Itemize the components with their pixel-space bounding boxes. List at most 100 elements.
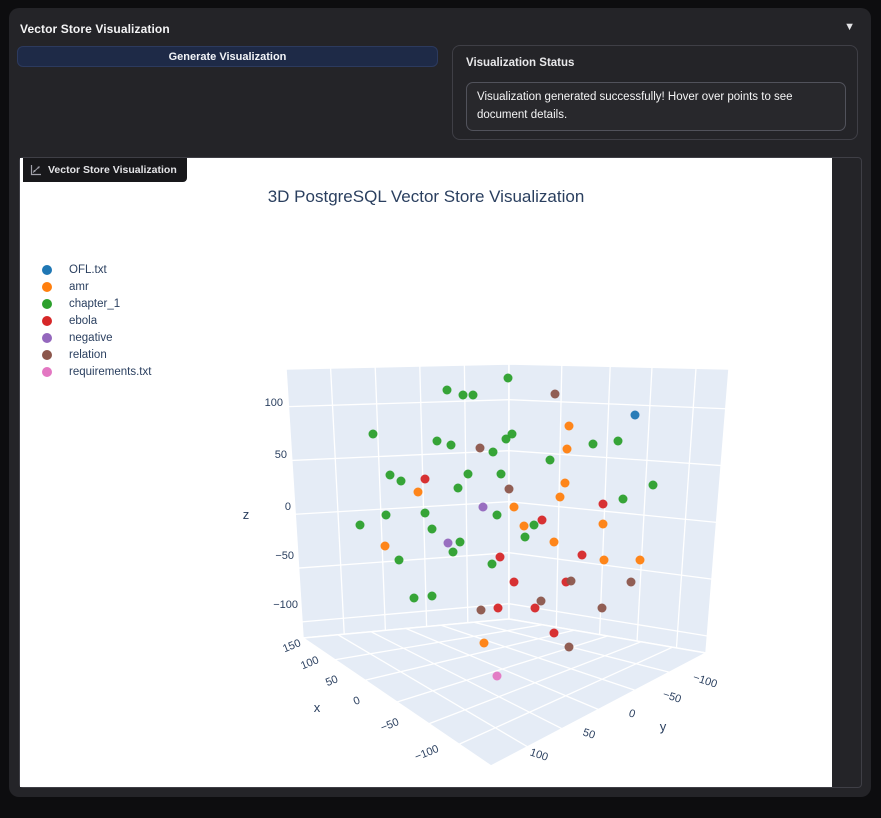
marker-amr[interactable] [599, 555, 609, 565]
legend-item-chapter_1[interactable]: chapter_1 [42, 295, 151, 312]
marker-chapter_1[interactable] [492, 510, 502, 520]
marker-relation[interactable] [475, 443, 485, 453]
marker-relation[interactable] [550, 389, 560, 399]
marker-relation[interactable] [476, 605, 486, 615]
marker-ebola[interactable] [598, 499, 608, 509]
x-tick: −50 [379, 716, 401, 734]
scatter3d-scene[interactable]: 100500−50−100z150100500−50−100x100500−50… [20, 158, 832, 787]
marker-chapter_1[interactable] [368, 429, 378, 439]
legend-marker-icon [42, 332, 52, 343]
plot-tab: Vector Store Visualization [23, 158, 187, 182]
marker-chapter_1[interactable] [520, 532, 530, 542]
marker-chapter_1[interactable] [501, 434, 511, 444]
legend-marker-icon [42, 366, 52, 377]
marker-chapter_1[interactable] [355, 520, 365, 530]
marker-chapter_1[interactable] [468, 390, 478, 400]
collapse-icon[interactable]: ▼ [844, 21, 855, 33]
legend-item-amr[interactable]: amr [42, 278, 151, 295]
legend-label: OFL.txt [69, 263, 107, 276]
legend-marker-icon [42, 264, 52, 275]
chart-title: 3D PostgreSQL Vector Store Visualization [267, 187, 585, 206]
z-axis-label: z [243, 507, 250, 522]
marker-ebola[interactable] [495, 552, 505, 562]
marker-amr[interactable] [555, 492, 565, 502]
marker-amr[interactable] [549, 537, 559, 547]
legend-item-ebola[interactable]: ebola [42, 312, 151, 329]
marker-amr[interactable] [519, 521, 529, 531]
z-tick: 0 [285, 501, 291, 513]
legend-item-OFL.txt[interactable]: OFL.txt [42, 261, 151, 278]
x-tick: 0 [352, 695, 362, 708]
marker-relation[interactable] [566, 576, 576, 586]
marker-chapter_1[interactable] [427, 591, 437, 601]
marker-amr[interactable] [413, 487, 423, 497]
legend-label: requirements.txt [69, 365, 152, 378]
marker-chapter_1[interactable] [545, 455, 555, 465]
marker-ebola[interactable] [420, 474, 430, 484]
chart-icon [30, 164, 42, 176]
marker-ebola[interactable] [493, 603, 503, 613]
marker-ebola[interactable] [549, 628, 559, 638]
marker-chapter_1[interactable] [496, 469, 506, 479]
marker-amr[interactable] [509, 502, 519, 512]
legend-marker-icon [42, 349, 52, 360]
marker-relation[interactable] [504, 484, 514, 494]
marker-requirements.txt[interactable] [492, 671, 502, 681]
z-tick: −50 [275, 550, 294, 562]
marker-amr[interactable] [598, 519, 608, 529]
marker-chapter_1[interactable] [442, 385, 452, 395]
marker-amr[interactable] [635, 555, 645, 565]
marker-chapter_1[interactable] [381, 510, 391, 520]
marker-amr[interactable] [564, 421, 574, 431]
marker-chapter_1[interactable] [529, 520, 539, 530]
marker-chapter_1[interactable] [448, 547, 458, 557]
marker-ebola[interactable] [577, 550, 587, 560]
legend-marker-icon [42, 315, 52, 326]
marker-chapter_1[interactable] [432, 436, 442, 446]
marker-ebola[interactable] [537, 515, 547, 525]
marker-chapter_1[interactable] [453, 483, 463, 493]
marker-chapter_1[interactable] [507, 429, 517, 439]
plot-tab-label: Vector Store Visualization [48, 164, 177, 176]
marker-relation[interactable] [536, 596, 546, 606]
status-label: Visualization Status [466, 57, 575, 69]
marker-OFL.txt[interactable] [630, 410, 640, 420]
marker-chapter_1[interactable] [458, 390, 468, 400]
marker-ebola[interactable] [530, 603, 540, 613]
generate-visualization-button[interactable]: Generate Visualization [17, 46, 438, 67]
marker-chapter_1[interactable] [420, 508, 430, 518]
legend-item-requirements.txt[interactable]: requirements.txt [42, 363, 151, 380]
marker-chapter_1[interactable] [487, 559, 497, 569]
status-textbox[interactable]: Visualization generated successfully! Ho… [466, 82, 846, 131]
marker-chapter_1[interactable] [455, 537, 465, 547]
marker-negative[interactable] [478, 502, 488, 512]
plot-canvas[interactable]: 100 50 0 −50 −100 z 150 100 50 0 −50 −100 x 100 50 0 −50… [20, 158, 832, 787]
legend-item-negative[interactable]: negative [42, 329, 151, 346]
marker-chapter_1[interactable] [446, 440, 456, 450]
marker-chapter_1[interactable] [396, 476, 406, 486]
marker-chapter_1[interactable] [588, 439, 598, 449]
marker-chapter_1[interactable] [618, 494, 628, 504]
marker-amr[interactable] [562, 444, 572, 454]
y-tick: 100 [528, 747, 549, 764]
marker-amr[interactable] [560, 478, 570, 488]
marker-negative[interactable] [443, 538, 453, 548]
marker-chapter_1[interactable] [409, 593, 419, 603]
marker-ebola[interactable] [509, 577, 519, 587]
marker-chapter_1[interactable] [613, 436, 623, 446]
marker-chapter_1[interactable] [427, 524, 437, 534]
x-axis-label: x [314, 700, 321, 715]
marker-chapter_1[interactable] [385, 470, 395, 480]
marker-chapter_1[interactable] [488, 447, 498, 457]
legend-item-relation[interactable]: relation [42, 346, 151, 363]
marker-chapter_1[interactable] [394, 555, 404, 565]
marker-chapter_1[interactable] [463, 469, 473, 479]
legend-label: amr [69, 280, 89, 293]
marker-amr[interactable] [479, 638, 489, 648]
marker-amr[interactable] [380, 541, 390, 551]
marker-chapter_1[interactable] [503, 373, 513, 383]
marker-chapter_1[interactable] [648, 480, 658, 490]
marker-relation[interactable] [597, 603, 607, 613]
marker-relation[interactable] [626, 577, 636, 587]
marker-relation[interactable] [564, 642, 574, 652]
